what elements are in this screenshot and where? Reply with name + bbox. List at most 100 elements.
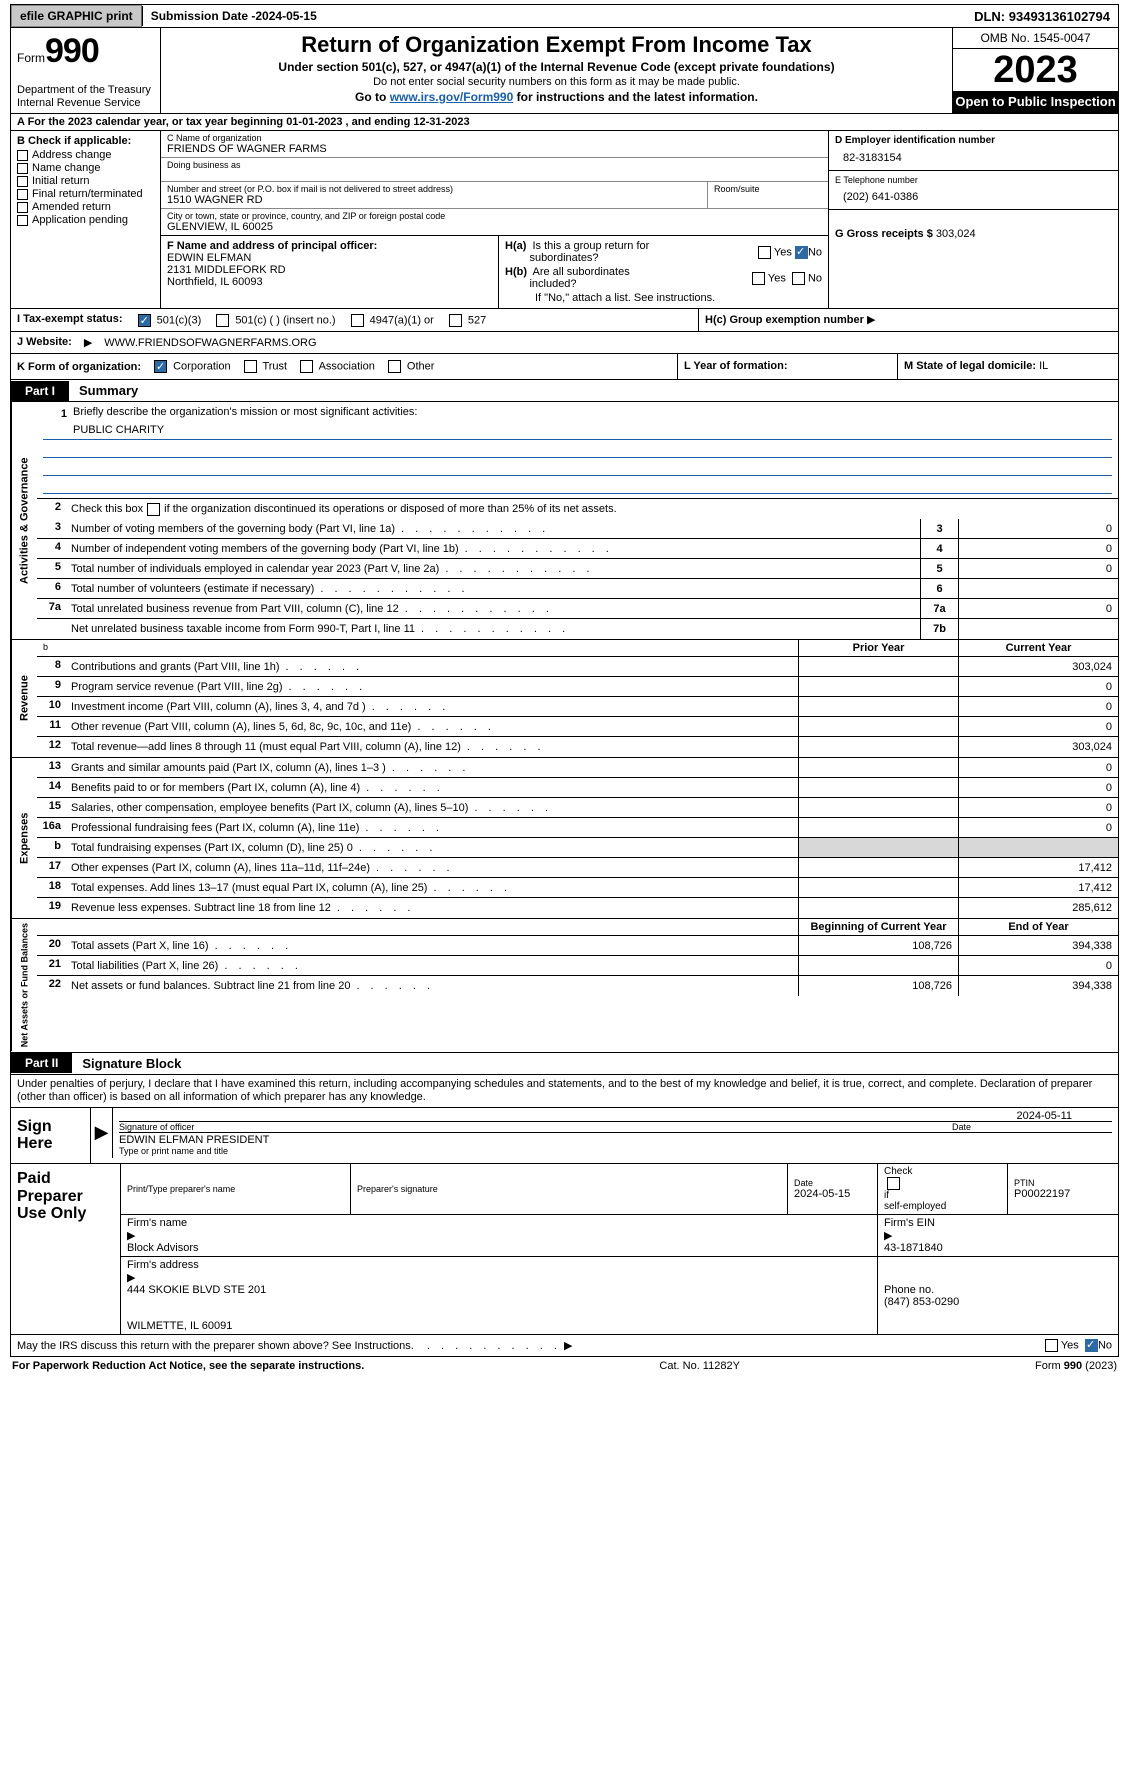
- row-text: Professional fundraising fees (Part IX, …: [67, 818, 798, 837]
- prep-date-label: Date: [794, 1178, 871, 1188]
- cb-501c3[interactable]: [138, 314, 151, 327]
- row-num: 22: [37, 976, 67, 996]
- prep-name-label: Print/Type preparer's name: [127, 1184, 344, 1194]
- section-j-label: J Website:: [11, 332, 78, 353]
- prior-value: [798, 697, 958, 716]
- dln-block: DLN: 93493136102794: [966, 6, 1118, 27]
- summary-row: 15Salaries, other compensation, employee…: [37, 798, 1118, 818]
- firm-ein: 43-1871840: [884, 1242, 1112, 1254]
- prior-value: [798, 956, 958, 975]
- cb-name-change[interactable]: Name change: [17, 162, 154, 174]
- cb-final-return[interactable]: Final return/terminated: [17, 188, 154, 200]
- part-ii-title: Signature Block: [72, 1053, 191, 1074]
- mission-block: 1Briefly describe the organization's mis…: [37, 402, 1118, 499]
- gross-receipts-value: 303,024: [936, 228, 976, 240]
- cb-trust[interactable]: [244, 360, 257, 373]
- discuss-no-cb[interactable]: [1085, 1339, 1098, 1352]
- prior-value: [798, 798, 958, 817]
- paid-preparer-label: Paid Preparer Use Only: [11, 1164, 121, 1334]
- city-value: GLENVIEW, IL 60025: [167, 221, 822, 233]
- perjury-declaration: Under penalties of perjury, I declare th…: [10, 1075, 1119, 1108]
- street-value: 1510 WAGNER RD: [167, 194, 701, 206]
- prep-sig-label: Preparer's signature: [357, 1184, 781, 1194]
- ptin-value: P00022197: [1014, 1188, 1112, 1200]
- summary-expenses: Expenses 13Grants and similar amounts pa…: [10, 758, 1119, 919]
- net-col-header: Beginning of Current Year End of Year: [37, 919, 1118, 936]
- goto-line: Go to www.irs.gov/Form990 for instructio…: [169, 90, 944, 104]
- submission-date-block: Submission Date - 2024-05-15: [142, 6, 325, 26]
- prior-value: [798, 717, 958, 736]
- summary-row: 7aTotal unrelated business revenue from …: [37, 599, 1118, 619]
- prior-value: [798, 818, 958, 837]
- efile-print-button[interactable]: efile GRAPHIC print: [11, 5, 142, 27]
- firm-ein-label: Firm's EIN: [884, 1217, 1112, 1229]
- cb-527[interactable]: [449, 314, 462, 327]
- row-value: [958, 579, 1118, 598]
- section-hc: H(c) Group exemption number ▶: [698, 309, 1118, 331]
- cb-address-change[interactable]: Address change: [17, 149, 154, 161]
- cb-self-employed[interactable]: [887, 1177, 900, 1190]
- row-num: 21: [37, 956, 67, 975]
- gross-receipts-label: G Gross receipts $: [835, 228, 936, 240]
- discuss-row: May the IRS discuss this return with the…: [10, 1335, 1119, 1357]
- row-text: Total assets (Part X, line 16). . . . . …: [67, 936, 798, 955]
- line-a-tax-year: A For the 2023 calendar year, or tax yea…: [10, 114, 1119, 131]
- ha-no-cb[interactable]: [795, 246, 808, 259]
- section-e-phone: E Telephone number (202) 641-0386: [829, 171, 1118, 210]
- section-g-receipts: G Gross receipts $ 303,024: [829, 210, 1118, 244]
- row-num: 5: [37, 559, 67, 578]
- cb-initial-return[interactable]: Initial return: [17, 175, 154, 187]
- section-d-ein: D Employer identification number 82-3183…: [829, 131, 1118, 171]
- mission-rule-2: [43, 442, 1112, 458]
- row-box: 3: [920, 519, 958, 538]
- hb-no-cb[interactable]: [792, 272, 805, 285]
- cb-application-pending[interactable]: Application pending: [17, 214, 154, 226]
- line1-label: Briefly describe the organization's miss…: [73, 406, 417, 422]
- form-header: Form990 Department of the Treasury Inter…: [10, 28, 1119, 114]
- end-year-header: End of Year: [958, 919, 1118, 935]
- row-text: Contributions and grants (Part VIII, lin…: [67, 657, 798, 676]
- summary-row: 14Benefits paid to or for members (Part …: [37, 778, 1118, 798]
- section-l-label: L Year of formation:: [684, 360, 788, 372]
- discuss-yes-cb[interactable]: [1045, 1339, 1058, 1352]
- name-title-label: Type or print name and title: [119, 1146, 1112, 1156]
- cb-association[interactable]: [300, 360, 313, 373]
- ha-yesno: Yes No: [755, 246, 822, 259]
- row-num: 13: [37, 758, 67, 777]
- cb-4947[interactable]: [351, 314, 364, 327]
- row-box: 6: [920, 579, 958, 598]
- entity-info-grid: B Check if applicable: Address change Na…: [10, 131, 1119, 309]
- summary-row: 6Total number of volunteers (estimate if…: [37, 579, 1118, 599]
- hb-yes-cb[interactable]: [752, 272, 765, 285]
- current-value: [958, 838, 1118, 857]
- current-value: 0: [958, 818, 1118, 837]
- summary-ag: Activities & Governance 1Briefly describ…: [10, 402, 1119, 640]
- mission-rule-3: [43, 460, 1112, 476]
- ha-yes-cb[interactable]: [758, 246, 771, 259]
- summary-row: 16aProfessional fundraising fees (Part I…: [37, 818, 1118, 838]
- current-value: 0: [958, 717, 1118, 736]
- side-label-exp: Expenses: [11, 758, 37, 918]
- net-rows-container: 20Total assets (Part X, line 16). . . . …: [37, 936, 1118, 996]
- summary-row: 3Number of voting members of the governi…: [37, 519, 1118, 539]
- org-name: FRIENDS OF WAGNER FARMS: [167, 143, 822, 155]
- cb-other[interactable]: [388, 360, 401, 373]
- row-num: 6: [37, 579, 67, 598]
- cb-amended-return[interactable]: Amended return: [17, 201, 154, 213]
- hc-label: H(c) Group exemption number: [705, 314, 867, 326]
- section-c: C Name of organization FRIENDS OF WAGNER…: [161, 131, 828, 236]
- cb-501c[interactable]: [216, 314, 229, 327]
- irs-link[interactable]: www.irs.gov/Form990: [390, 90, 514, 104]
- hb-yesno: Yes No: [749, 272, 822, 285]
- section-h: H(a) Is this a group return for subordin…: [498, 236, 828, 308]
- sig-officer-label: Signature of officer: [119, 1122, 952, 1132]
- row-num: 11: [37, 717, 67, 736]
- cb-corporation[interactable]: [154, 360, 167, 373]
- cb-line2[interactable]: [147, 503, 160, 516]
- sign-arrow-icon: ▶: [91, 1108, 113, 1158]
- row-num: 7a: [37, 599, 67, 618]
- row-i-tax-status: I Tax-exempt status: 501(c)(3) 501(c) ( …: [10, 309, 1119, 332]
- summary-row: 4Number of independent voting members of…: [37, 539, 1118, 559]
- row-num: [37, 619, 67, 639]
- section-m-label: M State of legal domicile:: [904, 360, 1039, 372]
